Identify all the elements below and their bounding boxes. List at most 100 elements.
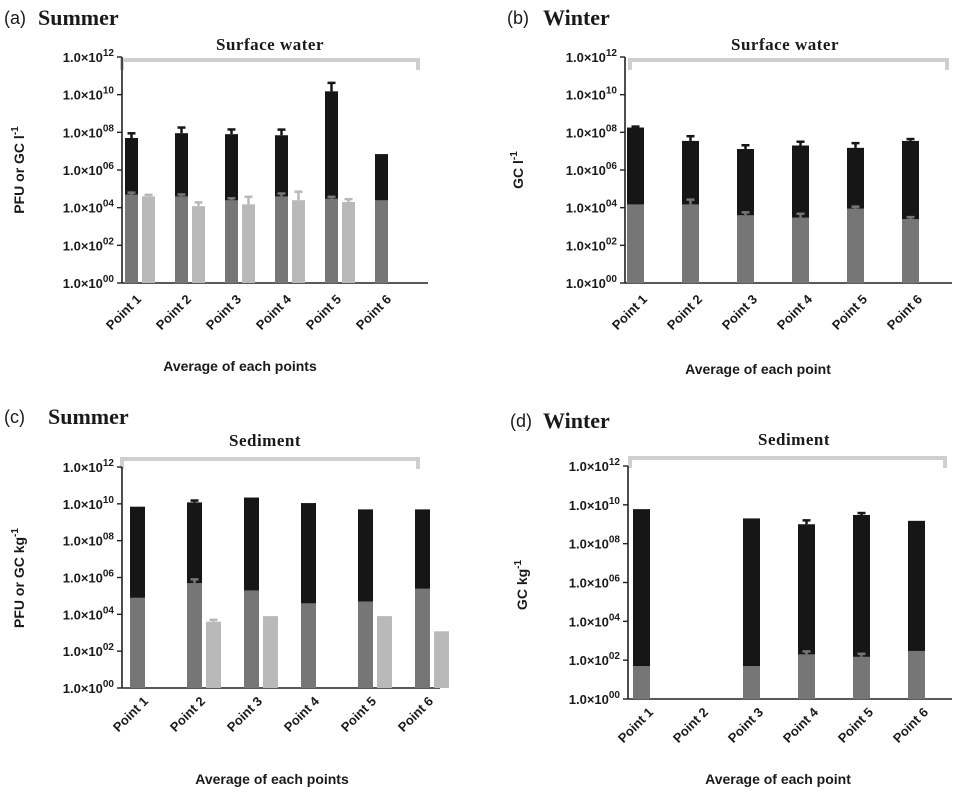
x-category-label: Point 2 [153, 292, 194, 333]
panel-d-bracket-label: Sediment [758, 430, 830, 449]
x-category-label: Point 6 [890, 705, 931, 746]
chart-2-bracket [628, 58, 949, 70]
bar-black-3 [743, 518, 760, 699]
bar-dark-gray-6 [375, 200, 388, 283]
y-tick-label: 1.0×1000 [569, 690, 621, 707]
x-category-label: Point 1 [615, 705, 656, 746]
panel-d-title: Winter [543, 408, 610, 433]
bar-light-gray-5 [342, 201, 355, 283]
y-tick-label: 1.0×1004 [63, 605, 115, 622]
bar-dark-gray-3 [225, 200, 238, 283]
x-category-label: Point 4 [281, 693, 323, 735]
panel-d-letter: (d) [510, 411, 532, 431]
bar-dark-gray-5 [325, 198, 338, 283]
x-category-label: Point 3 [725, 705, 766, 746]
bar-dark-gray-5 [847, 208, 864, 283]
y-tick-label: 1.0×1002 [566, 236, 618, 253]
chart-3-bracket [120, 457, 420, 469]
panel-b-letter: (b) [507, 8, 529, 28]
panel-a-bracket-label: Surface water [216, 35, 324, 54]
bar-dark-gray-1 [130, 597, 145, 688]
y-tick-label: 1.0×1002 [63, 236, 115, 253]
bar-dark-gray-1 [125, 194, 138, 283]
x-category-label: Point 5 [303, 292, 344, 333]
bar-dark-gray-3 [743, 666, 760, 699]
chart-1: 1.0×1000 1.0×1002 1.0×1004 1.0×1006 1.0×1008… [63, 48, 428, 333]
bar-dark-gray-5 [358, 601, 373, 688]
y-tick-label: 1.0×1006 [63, 569, 115, 586]
panel-c-letter: (c) [4, 407, 25, 427]
chart-4-bracket [628, 456, 947, 468]
bar-light-gray-2 [192, 206, 205, 283]
panel-c-ylabel-main: PFU or GC kg [11, 537, 27, 628]
bar-dark-gray-3 [244, 590, 259, 688]
y-tick-label: 1.0×1000 [63, 274, 115, 291]
plots: 1.0×1000 1.0×1002 1.0×1004 1.0×1006 1.0×1008… [63, 48, 952, 746]
panel-a-ylabel-sup: -1 [10, 126, 21, 135]
y-tick-label: 1.0×1004 [569, 612, 621, 629]
bar-light-gray-5 [377, 616, 392, 688]
y-tick-label: 1.0×1002 [569, 651, 621, 668]
y-tick-label: 1.0×1000 [63, 679, 115, 696]
y-tick-label: 1.0×1012 [569, 457, 621, 474]
x-category-label: Point 1 [609, 292, 650, 333]
chart-1-bracket [120, 58, 420, 70]
x-category-label: Point 4 [253, 291, 295, 333]
bar-black-5 [853, 514, 870, 699]
panel-a-ylabel-main: PFU or GC l [11, 135, 27, 214]
bar-light-gray-3 [263, 616, 278, 688]
chart-2: 1.0×1000 1.0×1002 1.0×1004 1.0×1006 1.0×1008… [566, 48, 952, 333]
x-category-label: Point 2 [664, 292, 705, 333]
bar-light-gray-1 [142, 196, 155, 283]
y-tick-label: 1.0×1006 [569, 574, 621, 591]
bar-dark-gray-6 [902, 219, 919, 283]
panel-b-ylabel: GC l-1 [509, 151, 526, 189]
panel-d-ylabel-sup: -1 [513, 560, 524, 569]
panel-c-xlabel: Average of each points [195, 771, 349, 787]
x-category-label: Point 3 [719, 292, 760, 333]
bar-dark-gray-4 [798, 654, 815, 699]
bar-dark-gray-4 [301, 603, 316, 688]
y-tick-label: 1.0×1008 [63, 123, 115, 140]
panel-c-ylabel: PFU or GC kg-1 [10, 528, 27, 628]
panel-a-letter: (a) [4, 8, 26, 28]
chart-4: 1.0×1000 1.0×1002 1.0×1004 1.0×1006 1.0×1008… [569, 456, 952, 746]
x-category-label: Point 6 [395, 694, 436, 735]
y-tick-label: 1.0×1012 [63, 48, 115, 65]
panel-b: (b) Winter Surface water Average of each… [507, 5, 839, 377]
bar-dark-gray-6 [415, 588, 430, 688]
y-tick-label: 1.0×1010 [566, 86, 618, 103]
x-category-label: Point 5 [338, 694, 379, 735]
x-category-label: Point 5 [829, 292, 870, 333]
panel-c-title: Summer [48, 404, 129, 429]
panel-c-bracket-label: Sediment [229, 431, 301, 450]
panel-b-xlabel: Average of each point [685, 361, 831, 377]
panel-b-title: Winter [543, 5, 610, 30]
y-tick-label: 1.0×1010 [63, 86, 115, 103]
bar-light-gray-3 [242, 204, 255, 283]
y-tick-label: 1.0×1008 [569, 535, 621, 552]
bar-dark-gray-1 [633, 666, 650, 699]
bar-dark-gray-4 [792, 217, 809, 283]
y-tick-label: 1.0×1002 [63, 642, 115, 659]
panel-d-ylabel: GC kg-1 [513, 560, 530, 611]
panel-c-ylabel-sup: -1 [10, 528, 21, 537]
x-category-label: Point 3 [203, 292, 244, 333]
chart-3: 1.0×1000 1.0×1002 1.0×1004 1.0×1006 1.0×1008… [63, 457, 449, 735]
bar-dark-gray-2 [187, 583, 202, 688]
panel-a-title: Summer [38, 5, 119, 30]
y-tick-label: 1.0×1010 [63, 495, 115, 512]
x-category-label: Point 6 [353, 292, 394, 333]
y-tick-label: 1.0×1008 [566, 123, 618, 140]
panel-a: (a) Summer Surface water Average of each… [4, 5, 324, 374]
panel-d: (d) Winter Sediment Average of each poin… [510, 408, 851, 787]
bar-dark-gray-4 [275, 196, 288, 283]
y-tick-label: 1.0×1004 [566, 199, 618, 216]
bar-light-gray-2 [206, 621, 221, 688]
bar-dark-gray-6 [908, 650, 925, 699]
y-tick-label: 1.0×1004 [63, 199, 115, 216]
x-category-label: Point 5 [835, 705, 876, 746]
y-tick-label: 1.0×1000 [566, 274, 618, 291]
bar-dark-gray-3 [737, 215, 754, 283]
